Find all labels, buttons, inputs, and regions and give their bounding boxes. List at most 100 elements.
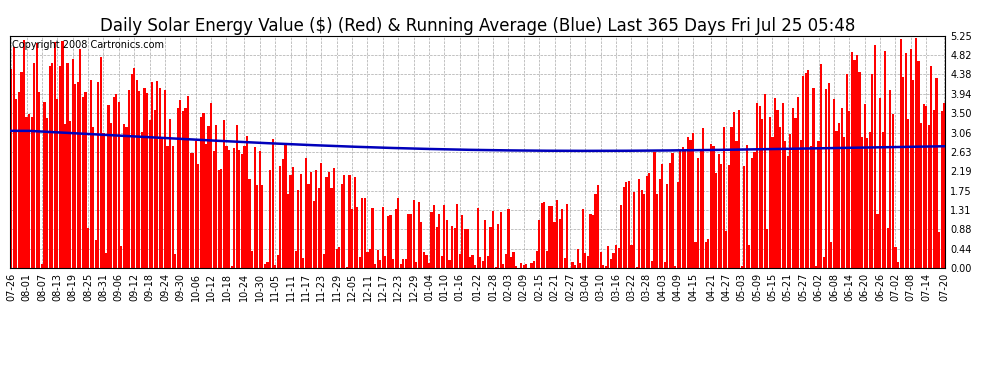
Bar	[279, 166, 281, 268]
Bar	[689, 140, 691, 268]
Bar	[797, 97, 799, 268]
Bar	[420, 222, 423, 268]
Bar	[297, 190, 299, 268]
Bar	[845, 74, 847, 268]
Bar	[807, 70, 810, 268]
Bar	[748, 245, 750, 268]
Bar	[439, 214, 441, 268]
Bar	[813, 88, 815, 268]
Bar	[92, 127, 94, 268]
Bar	[326, 177, 328, 268]
Bar	[531, 263, 533, 268]
Bar	[353, 177, 355, 268]
Bar	[136, 80, 138, 268]
Bar	[579, 263, 581, 268]
Bar	[774, 99, 776, 268]
Bar	[174, 254, 176, 268]
Bar	[626, 182, 628, 268]
Bar	[82, 97, 84, 268]
Bar	[113, 97, 115, 268]
Bar	[513, 252, 515, 268]
Bar	[933, 110, 935, 268]
Bar	[650, 261, 653, 268]
Bar	[77, 82, 79, 268]
Bar	[169, 119, 171, 268]
Bar	[848, 111, 850, 268]
Bar	[102, 133, 105, 268]
Bar	[897, 262, 899, 268]
Bar	[426, 255, 428, 268]
Bar	[548, 206, 550, 268]
Bar	[644, 194, 645, 268]
Bar	[192, 153, 194, 268]
Bar	[382, 207, 384, 268]
Bar	[728, 165, 730, 268]
Bar	[423, 252, 425, 268]
Bar	[64, 124, 66, 268]
Bar	[79, 49, 81, 268]
Bar	[726, 231, 728, 268]
Bar	[313, 201, 315, 268]
Bar	[295, 251, 297, 268]
Bar	[289, 174, 292, 268]
Bar	[874, 45, 876, 268]
Bar	[802, 76, 804, 268]
Bar	[405, 259, 407, 268]
Bar	[433, 206, 436, 268]
Bar	[487, 256, 489, 268]
Bar	[571, 262, 573, 268]
Bar	[33, 63, 36, 268]
Bar	[23, 40, 25, 268]
Bar	[869, 132, 871, 268]
Bar	[126, 127, 128, 268]
Bar	[539, 220, 541, 268]
Bar	[889, 90, 891, 268]
Bar	[523, 265, 525, 268]
Bar	[841, 108, 842, 268]
Bar	[648, 173, 650, 268]
Bar	[715, 173, 717, 268]
Bar	[53, 42, 55, 268]
Bar	[515, 266, 517, 268]
Bar	[510, 257, 512, 268]
Bar	[836, 131, 838, 268]
Bar	[110, 123, 112, 268]
Bar	[794, 118, 797, 268]
Bar	[687, 136, 689, 268]
Bar	[358, 257, 361, 268]
Bar	[244, 146, 246, 268]
Bar	[397, 198, 399, 268]
Bar	[261, 185, 263, 268]
Bar	[692, 133, 694, 268]
Bar	[84, 92, 86, 268]
Bar	[787, 156, 789, 268]
Bar	[49, 66, 50, 268]
Bar	[723, 127, 725, 268]
Bar	[305, 158, 307, 268]
Bar	[274, 265, 276, 268]
Bar	[779, 127, 781, 268]
Bar	[248, 180, 250, 268]
Bar	[718, 154, 720, 268]
Bar	[597, 185, 599, 268]
Bar	[700, 151, 702, 268]
Bar	[623, 187, 625, 268]
Bar	[395, 210, 397, 268]
Bar	[276, 255, 279, 268]
Bar	[918, 62, 920, 268]
Bar	[733, 112, 736, 268]
Bar	[736, 141, 738, 268]
Bar	[471, 255, 473, 268]
Bar	[887, 228, 889, 268]
Bar	[469, 257, 471, 268]
Bar	[392, 260, 394, 268]
Title: Daily Solar Energy Value ($) (Red) & Running Average (Blue) Last 365 Days Fri Ju: Daily Solar Energy Value ($) (Red) & Run…	[100, 18, 855, 36]
Bar	[402, 259, 405, 268]
Bar	[128, 90, 130, 268]
Bar	[607, 246, 610, 268]
Bar	[556, 200, 558, 268]
Bar	[31, 117, 33, 268]
Bar	[789, 134, 791, 268]
Bar	[428, 263, 430, 268]
Bar	[850, 52, 853, 268]
